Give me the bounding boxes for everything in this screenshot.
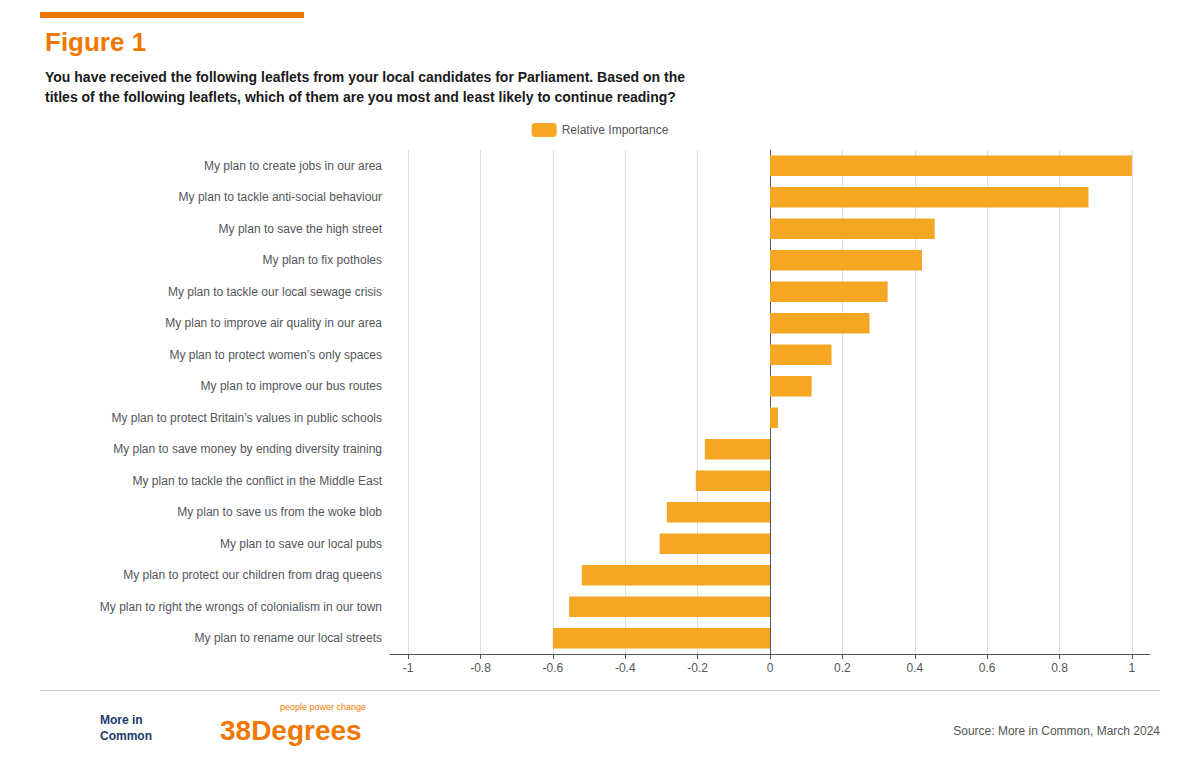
svg-text:Relative Importance: Relative Importance [562,123,669,137]
svg-text:My plan to tackle our local se: My plan to tackle our local sewage crisi… [168,285,382,299]
svg-text:My plan to save our local pubs: My plan to save our local pubs [220,537,382,551]
svg-text:My plan to save money by endin: My plan to save money by ending diversit… [113,442,382,456]
svg-text:0.8: 0.8 [1051,661,1068,675]
svg-text:38Degrees: 38Degrees [220,715,362,746]
svg-text:My plan to tackle anti-social: My plan to tackle anti-social behaviour [179,190,382,204]
svg-text:Figure 1: Figure 1 [45,27,146,57]
svg-text:My plan to tackle the conflict: My plan to tackle the conflict in the Mi… [133,474,383,488]
svg-text:people power change: people power change [280,702,366,712]
svg-text:My plan to protect our childre: My plan to protect our children from dra… [123,568,382,582]
svg-text:My plan to save the high stree: My plan to save the high street [219,222,383,236]
svg-text:-1: -1 [403,661,414,675]
svg-text:My plan to improve air quality: My plan to improve air quality in our ar… [165,316,382,330]
svg-text:My plan to right the wrongs of: My plan to right the wrongs of coloniali… [100,600,382,614]
svg-text:Common: Common [100,729,152,743]
svg-text:0: 0 [767,661,774,675]
svg-text:-0.6: -0.6 [543,661,564,675]
svg-text:More in: More in [100,713,143,727]
svg-text:My plan to rename our local st: My plan to rename our local streets [195,631,382,645]
svg-text:My plan to save us from the wo: My plan to save us from the woke blob [177,505,382,519]
svg-text:0.4: 0.4 [906,661,923,675]
svg-text:Source: More in Common, March: Source: More in Common, March 2024 [953,724,1160,738]
svg-text:1: 1 [1129,661,1136,675]
svg-text:My plan to protect Britain’s v: My plan to protect Britain’s values in p… [111,411,382,425]
svg-text:-0.2: -0.2 [687,661,708,675]
svg-text:0.2: 0.2 [834,661,851,675]
svg-text:titles of the following leafle: titles of the following leaflets, which … [45,89,676,105]
svg-text:My plan to create jobs in our: My plan to create jobs in our area [204,159,382,173]
svg-text:My plan to fix potholes: My plan to fix potholes [263,253,382,267]
svg-text:-0.8: -0.8 [470,661,491,675]
svg-text:You have received the followin: You have received the following leaflets… [45,69,685,85]
svg-text:My plan to protect women’s onl: My plan to protect women’s only spaces [169,348,382,362]
svg-text:-0.4: -0.4 [615,661,636,675]
svg-text:0.6: 0.6 [979,661,996,675]
svg-text:My plan to improve our bus rou: My plan to improve our bus routes [201,379,382,393]
